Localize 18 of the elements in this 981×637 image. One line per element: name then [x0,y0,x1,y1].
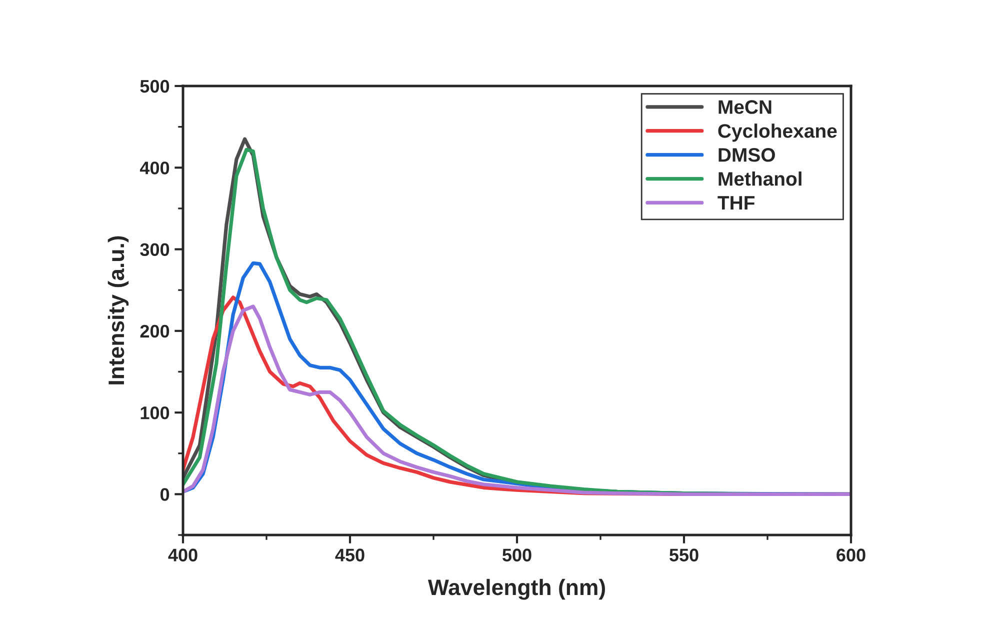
legend-label: MeCN [718,100,772,114]
y-tick-label: 0 [160,488,170,501]
legend-label: Cyclohexane [718,124,837,142]
y-tick-label: 400 [140,162,170,174]
y-tick-label: 100 [140,406,170,420]
y-tick-label: 500 [140,80,170,93]
legend-label: DMSO [718,148,775,162]
y-tick-label: 300 [140,243,170,256]
x-tick-label: 500 [502,548,532,562]
y-tick-label: 200 [140,324,170,338]
legend-label: Methanol [718,171,802,186]
legend-label: THF [718,196,755,210]
x-tick-label: 600 [836,548,866,562]
x-tick-label: 400 [168,548,198,562]
y-axis-title: Intensity (a.u.) [108,236,129,384]
x-tick-label: 550 [669,548,698,562]
x-axis-title: Wavelength (nm) [428,578,605,600]
x-tick-label: 450 [335,548,364,562]
